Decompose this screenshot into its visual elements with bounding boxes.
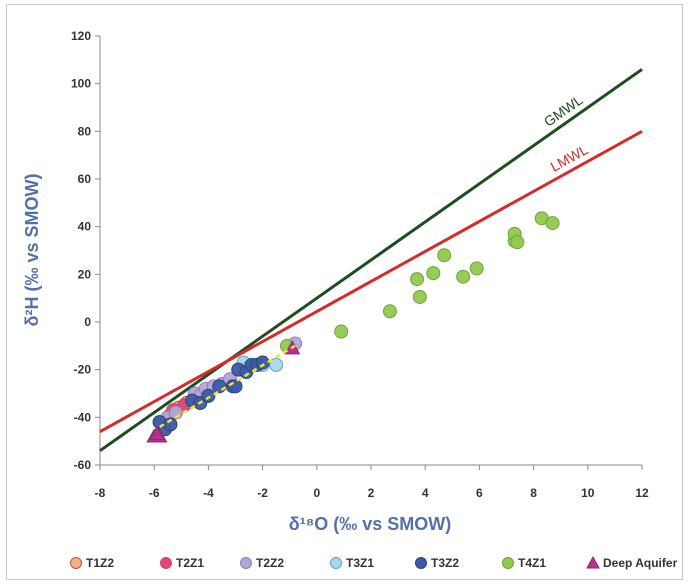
x-tick-label: 0 (313, 486, 320, 500)
point-t4z1 (456, 269, 471, 284)
point-t4z1 (510, 235, 525, 250)
legend-marker-t3z1 (330, 557, 342, 569)
point-t4z1 (469, 261, 484, 276)
x-tick-label: -2 (257, 486, 268, 500)
y-tick-label: -20 (74, 363, 92, 377)
x-tick-label: -8 (95, 486, 106, 500)
y-tick-label: 20 (78, 267, 92, 281)
x-tick-label: 2 (368, 486, 375, 500)
y-tick-label: 60 (78, 172, 92, 186)
point-t4z1 (410, 272, 425, 287)
legend-label-t3z2: T3Z2 (431, 556, 459, 570)
point-deep-aquifer (149, 425, 165, 441)
line-gmwl (99, 68, 643, 452)
data-points (146, 211, 560, 443)
x-tick-label: 12 (635, 486, 649, 500)
x-tick-label: -4 (203, 486, 214, 500)
y-tick-label: 100 (71, 77, 91, 91)
legend-label-t2z2: T2Z2 (256, 556, 284, 570)
point-t3z2 (212, 379, 227, 394)
y-tick-label: 80 (78, 124, 92, 138)
y-tick-label: -60 (74, 458, 92, 472)
y-tick-label: 40 (78, 220, 92, 234)
point-t4z1 (382, 304, 397, 319)
x-tick-label: 8 (530, 486, 537, 500)
x-tick-label: -6 (149, 486, 160, 500)
line-label-lmwl: LMWL (548, 141, 591, 175)
point-t4z1 (437, 248, 452, 263)
point-t3z2 (201, 388, 216, 403)
x-axis-title: δ¹⁸O (‰ vs SMOW) (289, 514, 451, 534)
chart-frame (6, 4, 683, 580)
legend-marker-t2z2 (240, 557, 252, 569)
legend-marker-deep-aquifer (586, 555, 600, 569)
point-t4z1 (426, 266, 441, 281)
point-t4z1 (545, 216, 560, 231)
legend-marker-t1z2 (70, 557, 82, 569)
x-tick-label: 10 (581, 486, 595, 500)
legend-label-t2z1: T2Z1 (176, 556, 204, 570)
legend-label-t1z2: T1Z2 (86, 556, 114, 570)
y-tick-label: 120 (71, 29, 91, 43)
legend-label-t3z1: T3Z1 (346, 556, 374, 570)
legend-marker-t4z1 (502, 557, 514, 569)
y-axis-title: δ²H (‰ vs SMOW) (22, 174, 42, 327)
y-tick-label: 0 (84, 315, 91, 329)
legend-marker-t2z1 (160, 557, 172, 569)
point-t3z2 (228, 379, 243, 394)
axis-labels: δ¹⁸O (‰ vs SMOW) δ²H (‰ vs SMOW) (22, 174, 451, 534)
point-t4z1 (412, 289, 427, 304)
x-tick-label: 6 (476, 486, 483, 500)
point-t4z1 (334, 324, 349, 339)
point-t3z2 (255, 355, 270, 370)
line-lmwl (99, 130, 643, 433)
legend-label-deep-aquifer: Deep Aquifer (603, 556, 678, 570)
y-tick-label: -40 (74, 410, 92, 424)
legend-label-t4z1: T4Z1 (518, 556, 546, 570)
x-tick-label: 4 (422, 486, 429, 500)
legend-marker-t3z2 (415, 557, 427, 569)
legend: T1Z2 T2Z1 T2Z2 T3Z1 T3Z2 T4Z1 Deep Aquifer (70, 555, 678, 570)
